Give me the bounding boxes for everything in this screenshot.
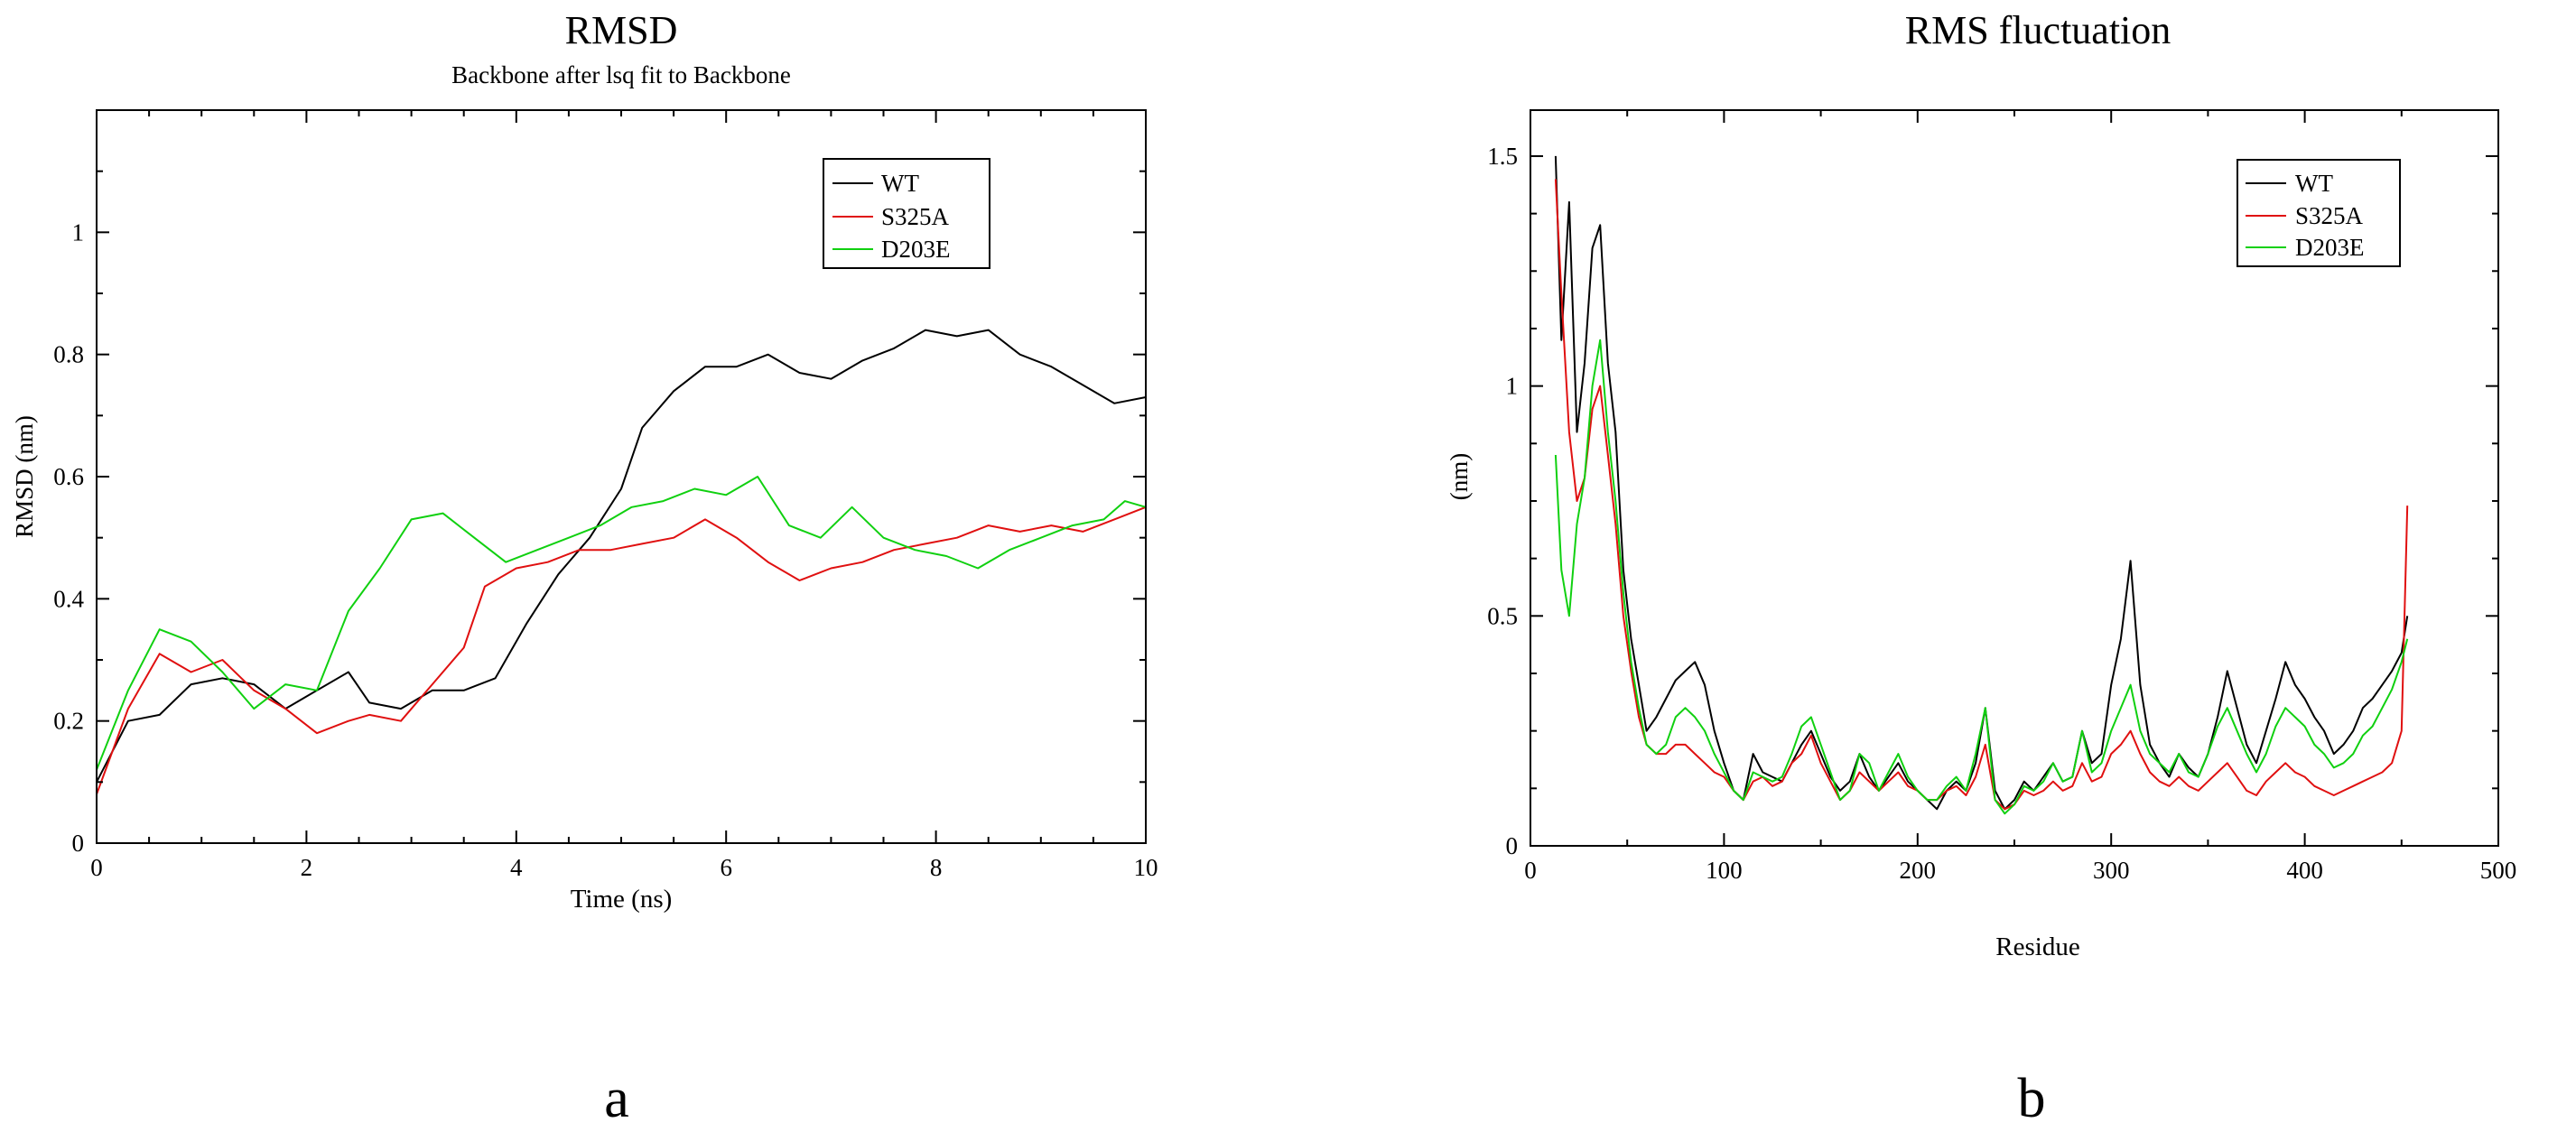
rmsd-y-tick-label: 1	[72, 218, 85, 246]
rmsd-y-axis-label: RMSD (nm)	[11, 415, 38, 538]
rmsd-series-line-wt	[96, 329, 1147, 783]
rmsf-y-tick-label: 0.5	[1487, 602, 1518, 629]
rmsf-title: RMS fluctuation	[1905, 8, 2171, 52]
panel-label-b: b	[2018, 1068, 2046, 1129]
rmsf-legend-box	[2237, 159, 2401, 267]
rmsd-x-tick-label: 4	[510, 854, 523, 881]
rmsd-series-line-s325a	[96, 506, 1147, 795]
rmsd-ticks: 0 2 4 6 8 10 0 0.2 0.4 0.6 0.8 1	[53, 110, 1158, 881]
rmsf-x-tick-label: 100	[1706, 857, 1743, 884]
rmsf-legend: WT S325A D203E	[2237, 159, 2401, 267]
rmsf-x-tick-label: 300	[2093, 857, 2130, 884]
rmsf-y-tick-label: 1	[1506, 373, 1519, 400]
rmsd-x-tick-label: 6	[720, 854, 732, 881]
rmsd-series-group	[96, 329, 1147, 795]
rmsf-y-tick-label: 1.5	[1487, 143, 1518, 170]
rmsd-legend-label-d203e: D203E	[881, 236, 951, 263]
rmsf-x-tick-label: 500	[2480, 857, 2517, 884]
rmsd-y-tick-label: 0.6	[53, 463, 84, 490]
rmsd-y-tick-label: 0.4	[53, 585, 84, 612]
rmsd-series-line-d203e	[96, 476, 1147, 771]
rmsd-legend-label-s325a: S325A	[881, 203, 950, 230]
rmsf-series-line-s325a	[1554, 179, 2409, 811]
rmsd-legend-label-wt: WT	[881, 170, 919, 197]
rmsd-y-tick-label: 0	[72, 830, 85, 857]
rmsd-chart: RMSD Backbone after lsq fit to Backbone …	[11, 8, 1158, 1129]
rmsd-y-tick-label: 0.8	[53, 341, 84, 368]
rmsd-legend: WT S325A D203E	[823, 158, 990, 269]
rmsd-x-tick-label: 2	[301, 854, 313, 881]
rmsd-title: RMSD	[565, 8, 678, 52]
rmsf-ticks: 0 100 200 300 400 500 0 0.5 1 1.5	[1487, 110, 2516, 884]
rmsd-x-tick-label: 0	[90, 854, 103, 881]
rmsd-x-tick-label: 10	[1134, 854, 1158, 881]
rmsf-x-axis-label: Residue	[1995, 933, 2079, 961]
rmsd-subtitle: Backbone after lsq fit to Backbone	[451, 61, 791, 88]
rmsf-series-line-d203e	[1554, 339, 2409, 815]
rmsd-y-tick-label: 0.2	[53, 708, 84, 735]
rmsf-y-axis-label: (nm)	[1446, 453, 1473, 500]
rmsd-x-axis-label: Time (ns)	[571, 885, 673, 914]
rmsf-y-tick-label: 0	[1506, 832, 1519, 859]
rmsf-x-tick-label: 0	[1524, 857, 1537, 884]
rmsd-x-tick-label: 8	[930, 854, 943, 881]
rmsf-x-tick-label: 400	[2286, 857, 2323, 884]
rmsf-legend-label-wt: WT	[2295, 170, 2333, 197]
rmsf-legend-label-s325a: S325A	[2295, 202, 2364, 229]
rmsf-chart: RMS fluctuation 0 100 200 300 400 500 0 0.5 1 1.5…	[1446, 8, 2516, 1129]
rmsf-series-line-wt	[1554, 155, 2409, 811]
panel-label-a: a	[604, 1068, 629, 1129]
rmsf-legend-label-d203e: D203E	[2295, 234, 2365, 261]
rmsf-x-tick-label: 200	[1900, 857, 1937, 884]
rmsf-series-group	[1554, 155, 2409, 815]
